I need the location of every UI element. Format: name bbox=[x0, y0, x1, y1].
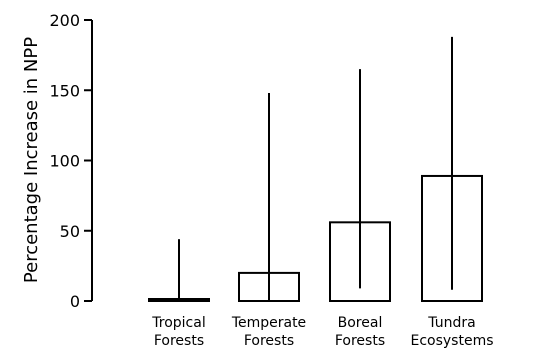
y-tick-label-0: 0 bbox=[70, 292, 80, 311]
category-label-3-1: Ecosystems bbox=[410, 333, 493, 349]
y-axis-title: Percentage Increase in NPP bbox=[21, 37, 42, 283]
category-label-1-0: Temperate bbox=[231, 315, 306, 331]
category-label-0-0: Tropical bbox=[151, 315, 205, 331]
category-labels: Tropical Forests Temperate Forests Boreal For… bbox=[151, 315, 493, 349]
category-label-1-1: Forests bbox=[244, 333, 294, 349]
category-label-2-1: Forests bbox=[335, 333, 385, 349]
y-tick-label-200: 200 bbox=[49, 11, 80, 30]
category-label-0-1: Forests bbox=[154, 333, 204, 349]
category-label-2-0: Boreal bbox=[338, 315, 383, 331]
y-axis-ticks: 0 50 100 150 200 bbox=[49, 11, 92, 311]
category-label-3-0: Tundra bbox=[427, 315, 475, 331]
y-tick-label-150: 150 bbox=[49, 81, 80, 100]
y-tick-label-50: 50 bbox=[60, 222, 80, 241]
y-tick-label-100: 100 bbox=[49, 152, 80, 171]
bars-group bbox=[148, 36, 483, 303]
